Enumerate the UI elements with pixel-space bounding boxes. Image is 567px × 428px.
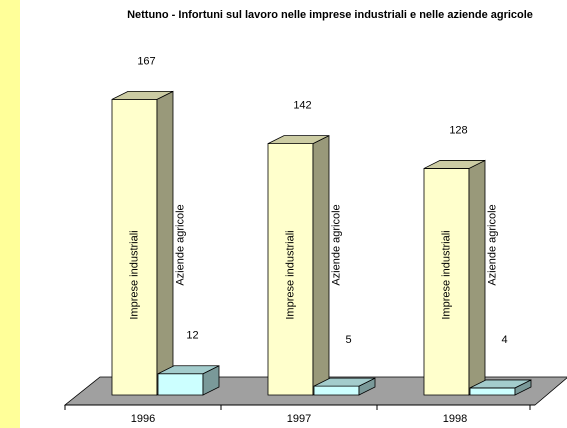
value-label: 167	[137, 55, 155, 67]
series-label: Aziende agricole	[486, 204, 498, 285]
side-strip	[0, 0, 20, 428]
value-label: 12	[186, 330, 198, 342]
series-label: Imprese industriali	[128, 230, 140, 319]
bar	[469, 379, 532, 396]
series-label: Imprese industriali	[440, 230, 452, 319]
bar	[313, 377, 376, 396]
bar-top	[111, 91, 174, 100]
chart-title: Nettuno - Infortuni sul lavoro nelle imp…	[127, 9, 533, 21]
bar-top	[157, 365, 220, 375]
bar-top	[469, 379, 532, 389]
bar-front	[469, 387, 516, 396]
value-label: 4	[501, 334, 507, 346]
series-label: Aziende agricole	[174, 204, 186, 285]
bar-top	[423, 160, 486, 169]
value-label: 142	[293, 100, 311, 112]
value-label: 128	[449, 124, 467, 136]
bar-front	[313, 385, 360, 396]
bar	[157, 365, 220, 396]
bar	[267, 135, 330, 396]
bar-top	[267, 135, 330, 145]
series-label: Imprese industriali	[284, 230, 296, 319]
bar-side	[312, 135, 330, 396]
bar-front	[157, 373, 204, 396]
value-label: 5	[345, 334, 351, 346]
bar	[423, 159, 486, 396]
series-label: Aziende agricole	[330, 204, 342, 285]
bar-side	[156, 90, 174, 396]
x-tick-label: 1998	[443, 413, 467, 425]
bar-top	[313, 377, 376, 387]
bar	[111, 90, 174, 396]
x-tick-label: 1997	[287, 413, 311, 425]
x-tick-label: 1996	[131, 413, 155, 425]
bar-side	[468, 159, 486, 396]
